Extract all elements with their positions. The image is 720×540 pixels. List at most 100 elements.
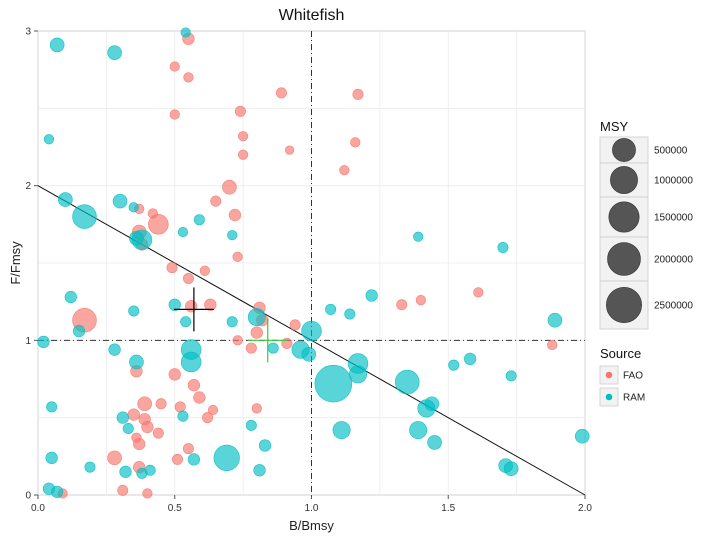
data-point-ram <box>72 204 97 229</box>
series-ram <box>37 27 590 499</box>
data-point-fao <box>352 88 364 100</box>
color-legend-title: Source <box>600 346 641 361</box>
data-point-ram <box>168 298 181 311</box>
data-point-ram <box>574 428 590 444</box>
data-point-fao <box>185 300 198 313</box>
data-point-ram <box>213 444 240 471</box>
size-legend-circle <box>606 287 642 323</box>
data-point-ram <box>227 230 238 241</box>
data-point-ram <box>128 305 140 317</box>
data-point-ram <box>547 312 563 328</box>
data-point-fao <box>169 109 180 120</box>
legend-area: MSY 500000 1000000 1500000 2000000 2500000 Sou… <box>599 119 693 407</box>
x-tick-label: 0.5 <box>168 503 182 514</box>
data-point-fao <box>171 453 183 465</box>
chart-title: Whitefish <box>279 7 345 24</box>
color-legend-dot-ram <box>605 393 613 401</box>
y-tick-label: 2 <box>25 181 31 192</box>
data-point-fao <box>193 391 206 404</box>
data-point-fao <box>127 408 140 421</box>
data-point-ram <box>144 464 156 476</box>
data-point-ram <box>448 359 460 371</box>
data-point-fao <box>415 295 426 306</box>
size-legend-circle <box>607 242 641 276</box>
data-point-fao <box>202 412 214 424</box>
data-point-fao <box>152 427 164 439</box>
plot-area: 0.0 0.5 1.0 1.5 2.0 0 1 2 3 Whitefish B/Bmsy F/Fmsy <box>8 7 592 533</box>
data-point-ram <box>258 439 272 452</box>
data-point-fao <box>245 342 257 354</box>
data-point-ram <box>424 396 440 412</box>
data-point-ram <box>267 342 279 354</box>
data-point-fao <box>142 488 153 499</box>
data-point-fao <box>166 262 178 274</box>
data-point-fao <box>182 272 194 284</box>
data-point-ram <box>247 308 266 327</box>
data-point-ram <box>128 202 139 213</box>
data-point-ram <box>72 324 86 338</box>
data-point-ram <box>325 303 337 315</box>
data-point-fao <box>234 105 246 117</box>
data-point-fao <box>210 195 222 207</box>
data-point-ram <box>45 451 58 465</box>
series-fao <box>57 32 558 499</box>
data-point-fao <box>228 208 242 222</box>
median-cross-fao <box>173 287 214 332</box>
data-point-ram <box>119 465 132 478</box>
data-point-ram <box>187 453 201 466</box>
data-point-ram <box>344 308 356 320</box>
data-point-fao <box>207 404 219 416</box>
data-point-fao <box>133 437 146 451</box>
data-point-fao <box>238 149 249 160</box>
data-point-ram <box>314 364 353 403</box>
y-tick-label: 0 <box>25 491 31 502</box>
data-point-fao <box>222 179 237 195</box>
data-point-ram <box>394 369 420 395</box>
data-point-fao <box>182 443 194 455</box>
size-legend-label: 2000000 <box>654 255 693 266</box>
data-point-ram <box>409 421 428 439</box>
data-point-fao <box>396 299 408 311</box>
size-legend-label: 500000 <box>654 146 688 157</box>
data-point-ram <box>245 419 257 431</box>
data-point-ram <box>51 485 64 499</box>
data-point-ram <box>180 27 191 38</box>
data-point-fao <box>117 484 129 496</box>
color-legend-dot-fao <box>605 371 613 379</box>
data-point-fao <box>547 339 558 351</box>
size-legend-circle <box>608 201 640 233</box>
x-tick-label: 1.0 <box>305 503 319 514</box>
size-legend-circle <box>612 138 636 162</box>
data-point-ram <box>413 231 424 242</box>
data-point-ram <box>46 401 58 413</box>
data-point-ram <box>464 352 477 366</box>
y-axis-title: F/Fmsy <box>8 241 23 285</box>
data-point-ram <box>122 423 134 434</box>
size-legend-circle <box>610 166 638 194</box>
data-point-ram <box>116 411 129 424</box>
x-axis-title: B/Bmsy <box>289 518 334 533</box>
data-point-fao <box>148 214 169 235</box>
x-tick-label: 2.0 <box>578 503 592 514</box>
median-cross-ram <box>247 318 288 363</box>
data-point-ram <box>129 354 144 370</box>
data-point-ram <box>49 37 65 53</box>
data-point-ram <box>301 346 317 362</box>
data-point-fao <box>155 398 167 410</box>
data-point-ram <box>177 410 189 422</box>
data-point-fao <box>174 401 186 413</box>
data-point-fao <box>232 251 243 262</box>
data-point-ram <box>505 370 517 382</box>
data-point-ram <box>43 134 55 145</box>
color-legend-label: FAO <box>623 371 643 382</box>
data-point-fao <box>169 61 180 72</box>
data-point-fao <box>275 87 287 99</box>
data-point-ram <box>365 289 378 302</box>
data-point-fao <box>473 287 484 298</box>
size-legend-label: 1500000 <box>654 213 693 224</box>
y-tick-label: 1 <box>25 336 31 347</box>
data-point-ram <box>497 242 509 254</box>
data-point-fao <box>238 131 249 142</box>
data-point-ram <box>37 335 50 349</box>
